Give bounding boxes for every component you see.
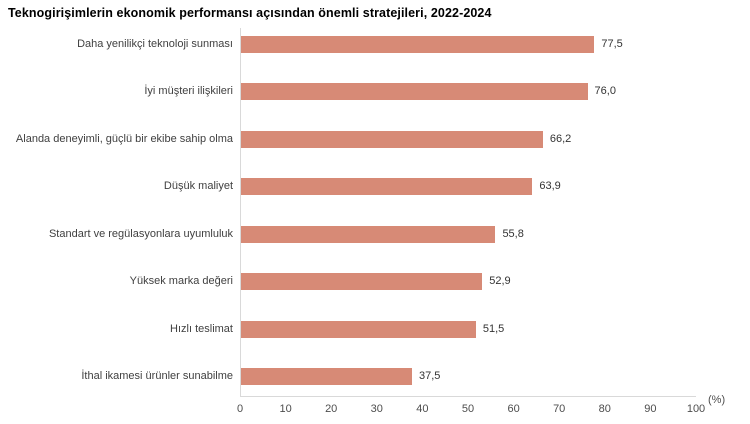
x-tick-label: 0 xyxy=(236,403,244,415)
x-tick-label: 50 xyxy=(461,403,475,415)
category-label: Yüksek marka değeri xyxy=(129,275,233,288)
x-tick-label: 20 xyxy=(325,403,338,415)
category-label: İyi müşteri ilişkileri xyxy=(144,85,233,98)
x-tick-label: 90 xyxy=(644,403,657,415)
x-tick-label: 80 xyxy=(598,403,611,415)
x-axis-unit-label: (%) xyxy=(708,394,726,406)
category-label: Standart ve regülasyonlara uyumluluk xyxy=(48,227,233,240)
chart-title: Teknogirişimlerin ekonomik performansı a… xyxy=(8,6,492,20)
category-label: İthal ikamesi ürünler sunabilme xyxy=(81,370,233,382)
x-tick-label: 100 xyxy=(686,403,706,415)
x-tick-label: 10 xyxy=(279,403,292,415)
category-label: Düşük maliyet xyxy=(163,180,233,193)
x-tick-label: 70 xyxy=(553,403,566,415)
category-label: Alanda deneyimli, güçlü bir ekibe sahip … xyxy=(15,132,233,145)
x-tick-label: 60 xyxy=(507,403,520,415)
category-label: Daha yenilikçi teknoloji sunması xyxy=(77,38,233,50)
x-tick-label: 40 xyxy=(416,403,429,415)
category-label: Hızlı teslimat xyxy=(170,322,233,335)
plot-area xyxy=(240,28,696,397)
x-tick-label: 30 xyxy=(370,403,383,415)
